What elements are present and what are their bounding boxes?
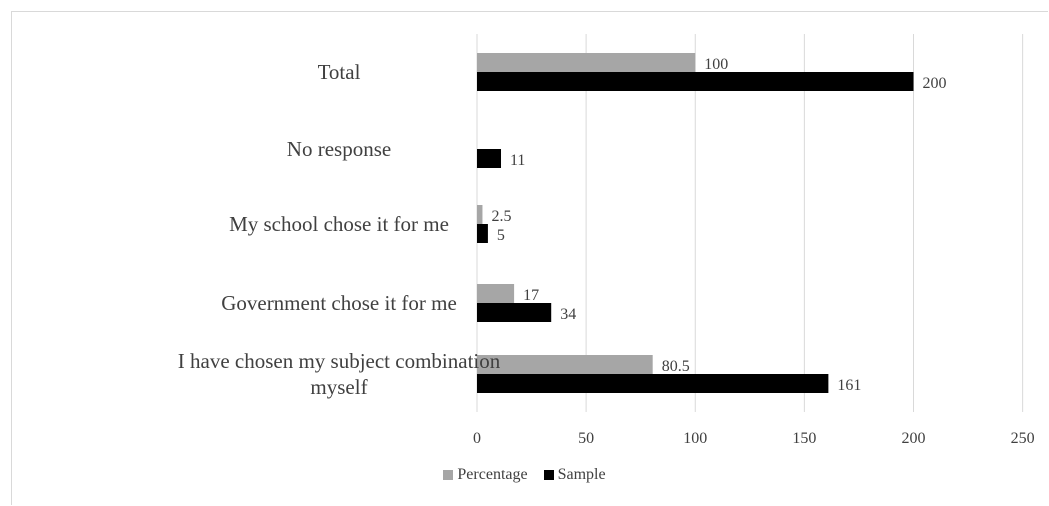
- data-label-sample: 5: [497, 227, 505, 244]
- legend-item-percentage: Percentage: [443, 466, 528, 484]
- bar-percentage-1: [477, 284, 515, 303]
- bars: [477, 53, 914, 393]
- category-label: No response: [287, 137, 391, 161]
- bar-sample-0: [477, 374, 829, 393]
- legend-label-sample: Sample: [557, 466, 606, 483]
- x-tick-label: 0: [473, 430, 481, 447]
- data-label-percentage: 17: [523, 287, 539, 304]
- x-tick-label: 200: [902, 430, 926, 447]
- bar-sample-4: [477, 72, 914, 91]
- bar-percentage-2: [477, 205, 483, 224]
- bar-sample-2: [477, 224, 488, 243]
- bar-sample-3: [477, 149, 502, 168]
- legend-item-sample: Sample: [543, 466, 606, 484]
- category-label: myself: [310, 375, 367, 399]
- data-label-percentage: 80.5: [662, 358, 690, 375]
- category-label: My school chose it for me: [229, 212, 449, 236]
- x-axis-tick-labels: 0 50 100 150 200 250: [473, 430, 1035, 447]
- bar-sample-1: [477, 303, 552, 322]
- x-tick-label: 250: [1011, 430, 1035, 447]
- chart-area: [11, 11, 1048, 505]
- data-label-sample: 161: [837, 377, 861, 394]
- x-tick-label: 50: [578, 430, 594, 447]
- bar-percentage-4: [477, 53, 696, 72]
- category-label: Government chose it for me: [221, 291, 457, 315]
- category-label: Total: [318, 60, 361, 84]
- data-labels: 80.5 161 17 34 2.5 5 11 100 200: [491, 56, 946, 394]
- bar-percentage-0: [477, 355, 653, 374]
- legend-label-percentage: Percentage: [457, 466, 528, 483]
- legend-swatch-sample: [543, 470, 554, 480]
- data-label-percentage: 2.5: [491, 208, 511, 225]
- x-tick-label: 100: [683, 430, 707, 447]
- data-label-sample: 200: [923, 75, 947, 92]
- category-label: I have chosen my subject combination: [178, 349, 501, 373]
- x-tick-label: 150: [792, 430, 816, 447]
- data-label-sample: 11: [510, 152, 525, 169]
- category-labels: I have chosen my subject combinationmyse…: [178, 60, 501, 399]
- data-label-percentage: 100: [704, 56, 728, 73]
- data-label-sample: 34: [560, 306, 576, 323]
- legend-swatch-percentage: [443, 470, 454, 480]
- legend: Percentage Sample: [0, 466, 1049, 485]
